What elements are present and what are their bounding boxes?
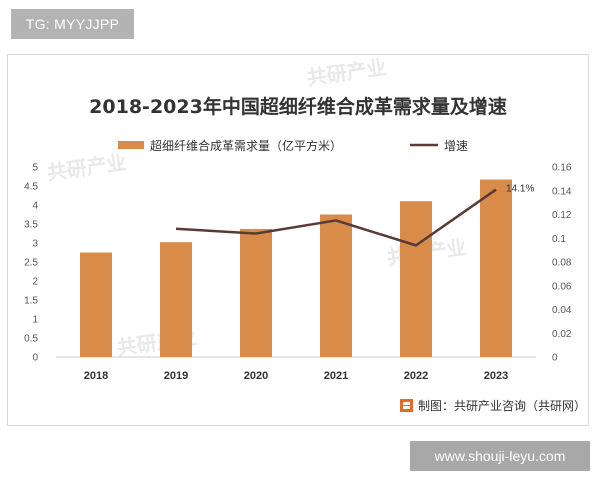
site-badge: www.shouji-leyu.com bbox=[410, 441, 590, 471]
legend-bar-label: 超细纤维合成革需求量（亿平方米） bbox=[150, 138, 342, 153]
bar-2022 bbox=[400, 201, 432, 357]
bar-2018 bbox=[80, 252, 112, 357]
bar-series bbox=[80, 179, 512, 357]
y-axis-left: 0 0.5 1 1.5 2 2.5 3 3.5 4 4.5 5 bbox=[24, 163, 38, 364]
x-tick-2019: 2019 bbox=[164, 370, 188, 382]
legend: 超细纤维合成革需求量（亿平方米） 增速 bbox=[118, 138, 468, 153]
y-right-tick-2: 0.04 bbox=[552, 305, 572, 316]
y-axis-right: 0 0.02 0.04 0.06 0.08 0.1 0.12 0.14 0.16 bbox=[552, 163, 572, 364]
x-tick-2020: 2020 bbox=[244, 370, 268, 382]
svg-text:共研产业: 共研产业 bbox=[305, 55, 388, 90]
y-right-tick-1: 0.02 bbox=[552, 329, 572, 340]
x-tick-2023: 2023 bbox=[484, 370, 508, 382]
bar-2020 bbox=[240, 228, 272, 357]
source-text: 制图：共研产业咨询（共研网） bbox=[418, 398, 586, 413]
legend-bar-swatch bbox=[118, 141, 144, 149]
y-left-tick-4: 2 bbox=[32, 277, 38, 288]
source-note: 制图：共研产业咨询（共研网） bbox=[400, 398, 586, 413]
svg-text:共研产业: 共研产业 bbox=[45, 150, 128, 185]
chart: 共研产业 共研产业 共研产业 共研产业 2018-2023年中国超细纤维合成革需… bbox=[24, 55, 586, 413]
x-axis: 2018 2019 2020 2021 2022 2023 bbox=[84, 370, 508, 382]
y-right-tick-6: 0.12 bbox=[552, 210, 572, 221]
line-series bbox=[175, 188, 497, 247]
x-tick-2018: 2018 bbox=[84, 370, 108, 382]
y-right-tick-8: 0.16 bbox=[552, 163, 572, 174]
x-tick-2021: 2021 bbox=[324, 370, 348, 382]
y-left-tick-0: 0 bbox=[32, 353, 38, 364]
y-left-tick-9: 4.5 bbox=[24, 182, 38, 193]
legend-line-label: 增速 bbox=[444, 139, 468, 153]
y-right-tick-7: 0.14 bbox=[552, 186, 572, 197]
y-left-tick-8: 4 bbox=[32, 201, 38, 212]
growth-line bbox=[175, 188, 497, 247]
chart-title: 2018-2023年中国超细纤维合成革需求量及增速 bbox=[89, 95, 507, 118]
x-tick-2022: 2022 bbox=[404, 370, 428, 382]
y-right-tick-5: 0.1 bbox=[552, 234, 566, 245]
bar-2019 bbox=[160, 242, 192, 357]
y-left-tick-3: 1.5 bbox=[24, 296, 38, 307]
gongyan-logo-icon bbox=[400, 399, 413, 412]
y-left-tick-1: 0.5 bbox=[24, 334, 38, 345]
y-left-tick-2: 1 bbox=[32, 315, 38, 326]
tg-badge: TG: MYYJJPP bbox=[11, 9, 134, 39]
y-right-tick-3: 0.06 bbox=[552, 281, 572, 292]
bar-2021 bbox=[320, 214, 352, 357]
y-right-tick-4: 0.08 bbox=[552, 258, 572, 269]
data-label-2023: 14.1% bbox=[506, 184, 534, 195]
chart-frame: 共研产业 共研产业 共研产业 共研产业 2018-2023年中国超细纤维合成革需… bbox=[7, 54, 589, 426]
y-left-tick-5: 2.5 bbox=[24, 258, 38, 269]
y-left-tick-6: 3 bbox=[32, 239, 38, 250]
y-left-tick-10: 5 bbox=[32, 163, 38, 174]
y-right-tick-0: 0 bbox=[552, 353, 558, 364]
y-left-tick-7: 3.5 bbox=[24, 220, 38, 231]
bar-2023 bbox=[480, 179, 512, 357]
